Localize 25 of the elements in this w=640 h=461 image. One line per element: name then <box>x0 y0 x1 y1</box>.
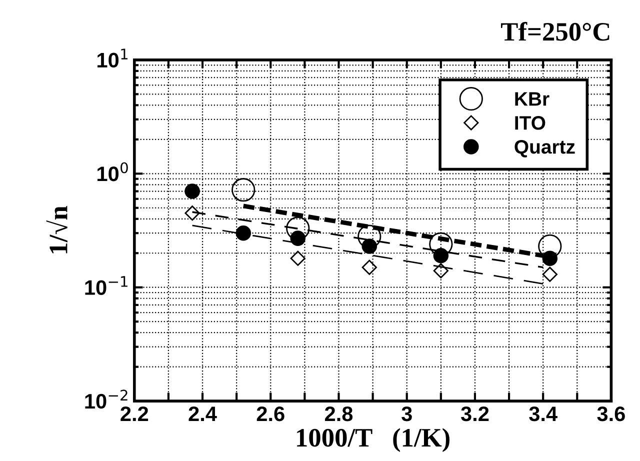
x-tick-label: 3.6 <box>597 406 625 422</box>
x-tick-label: 2.8 <box>324 406 353 422</box>
y-axis-title: 1/√n <box>46 206 68 254</box>
x-tick-label: 3.2 <box>460 406 489 422</box>
point <box>232 178 256 202</box>
x-tick-label: 2.2 <box>120 406 148 422</box>
legend-label: KBr <box>515 92 550 106</box>
x-tick-label: 3.4 <box>529 406 558 422</box>
x-axis-title: 1000/T (1/K) <box>297 428 450 452</box>
point <box>184 206 200 221</box>
point <box>236 225 252 241</box>
point <box>433 263 448 278</box>
point <box>542 266 558 282</box>
point <box>184 184 200 199</box>
x-tick-label: 2.6 <box>256 406 284 422</box>
y-tick-label: 10$^{−1}$ <box>85 276 128 295</box>
y-tick-label: 10$^{0}$ <box>98 162 128 182</box>
x-tick-label: 2.4 <box>188 406 217 422</box>
point <box>290 250 306 266</box>
legend-label: Quartz <box>514 140 575 158</box>
legend-label: ITO <box>515 116 546 130</box>
y-tick-label: 10$^{1}$ <box>98 48 128 68</box>
chart-title: Tf=250°C <box>500 22 610 41</box>
point <box>362 260 377 275</box>
x-tick-label: 3 <box>402 406 412 422</box>
